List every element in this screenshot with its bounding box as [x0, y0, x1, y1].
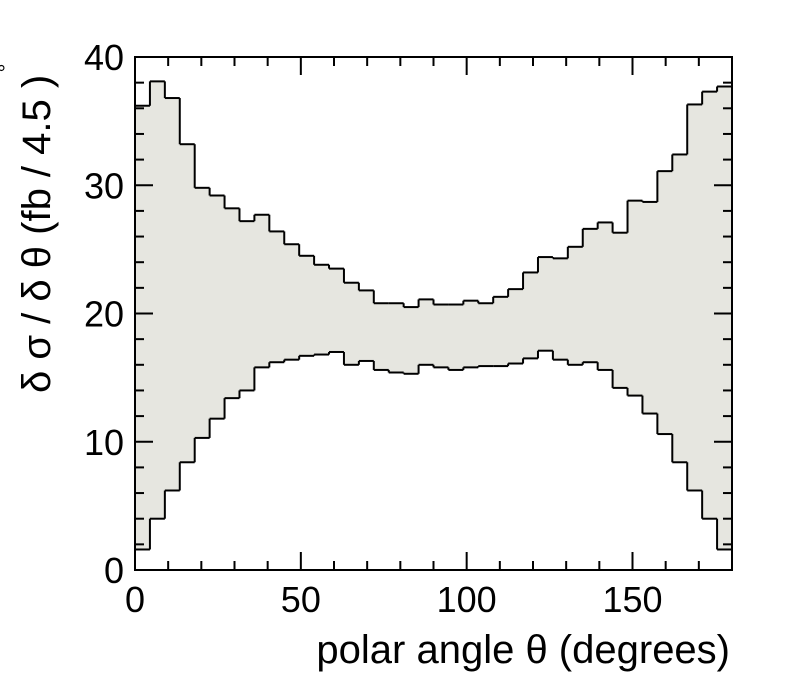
band-bin [135, 105, 151, 550]
band-bin [687, 104, 703, 491]
band-bin [164, 98, 181, 491]
band-bin [717, 86, 733, 550]
band-bin [299, 255, 315, 356]
band-bin [612, 232, 629, 388]
band-bin [254, 214, 270, 368]
band-bin [418, 299, 435, 365]
x-axis: 0 50 100 150 [125, 57, 733, 620]
band-bin [388, 303, 405, 373]
band-bin [284, 244, 300, 360]
band-bin [343, 282, 360, 365]
y-axis: 0 10 20 30 40 [84, 37, 732, 591]
x-tick-label: 150 [602, 579, 662, 620]
y-axis-title: δ σ / δ θ (fb / 4.5 ) [15, 75, 59, 393]
x-axis-title: polar angle θ (degrees) [316, 628, 730, 672]
band-bin [239, 221, 255, 391]
band-bin [269, 231, 285, 363]
band-bin [597, 222, 614, 370]
x-tick-label: 100 [437, 579, 497, 620]
band-bin [537, 257, 554, 351]
band-bin [702, 91, 718, 519]
band-bin [179, 144, 196, 463]
lower-histogram-layer [135, 349, 732, 551]
y-axis-degree-mark: ° [0, 64, 19, 73]
y-tick-label: 0 [104, 550, 124, 591]
y-tick-label: 20 [84, 294, 124, 335]
band-layer [135, 81, 733, 550]
band-bin [209, 195, 226, 419]
band-bin [672, 154, 688, 463]
y-tick-label: 30 [84, 165, 124, 206]
band-bin [567, 246, 584, 365]
band-bin [373, 303, 390, 370]
band-bin [627, 200, 644, 396]
band-bin [194, 187, 211, 438]
band-bin [523, 272, 539, 359]
band-bin [329, 268, 345, 352]
band-bin [463, 300, 479, 368]
band-bin [642, 201, 658, 414]
band-bin [358, 290, 375, 361]
band-bin [478, 303, 494, 367]
band-bin [433, 304, 450, 368]
x-tick-label: 50 [281, 579, 321, 620]
y-tick-label: 40 [84, 37, 124, 78]
band-bin [224, 208, 241, 399]
band-bin [403, 307, 420, 374]
band-bin [657, 171, 673, 435]
upper-histogram-layer [135, 80, 732, 309]
band-bin [314, 264, 330, 355]
band-bin [493, 296, 509, 367]
band-bin [448, 304, 464, 370]
band-bin [508, 289, 524, 364]
y-tick-label: 10 [84, 422, 124, 463]
band-bin [552, 258, 569, 360]
x-tick-label: 0 [125, 579, 145, 620]
band-bin [149, 81, 166, 519]
band-bin [582, 228, 599, 363]
